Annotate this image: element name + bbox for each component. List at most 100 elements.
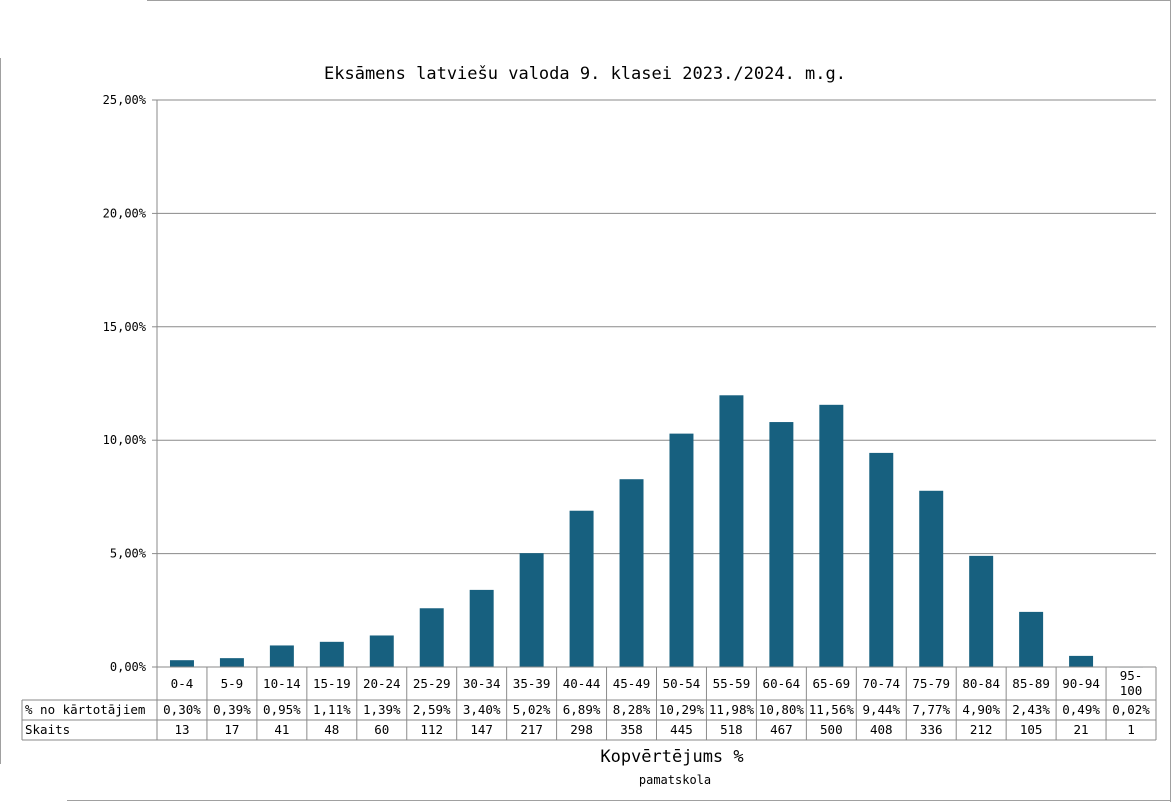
table-count-cell: 13	[174, 722, 189, 737]
bar	[969, 555, 994, 667]
table-count-cell: 1	[1127, 722, 1135, 737]
data-table: % no kārtotājiem Skaits 0-4 0,30% 13 5-9 0,39%…	[21, 666, 1157, 741]
frame-left-border	[0, 58, 1, 764]
y-tick-label: 20,00%	[103, 206, 147, 220]
x-tick-label: 65-69	[813, 676, 851, 691]
table-percent-cell: 2,43%	[1012, 702, 1050, 717]
x-tick-label: 15-19	[313, 676, 351, 691]
bar	[719, 395, 744, 667]
y-tick-label: 10,00%	[103, 433, 147, 447]
table-count-cell: 21	[1074, 722, 1089, 737]
table-percent-cell: 2,59%	[413, 702, 451, 717]
y-tick-label: 0,00%	[110, 660, 147, 674]
x-axis-label: Kopvērtējums %	[600, 747, 743, 767]
table-percent-cell: 9,44%	[862, 702, 900, 717]
bar	[919, 490, 944, 667]
table-count-cell: 445	[670, 722, 693, 737]
x-tick-label: 60-64	[763, 676, 801, 691]
x-tick-label-line: 95-	[1120, 668, 1143, 683]
frame-bottom-border	[67, 800, 1171, 801]
table-percent-cell: 6,89%	[563, 702, 601, 717]
table-percent-cell: 1,11%	[313, 702, 351, 717]
table-count-cell: 147	[470, 722, 493, 737]
bar	[219, 658, 244, 667]
table-count-cell: 60	[374, 722, 389, 737]
table-count-cell: 298	[570, 722, 593, 737]
bar	[269, 645, 294, 667]
y-tick-label: 25,00%	[103, 93, 147, 107]
table-percent-cell: 1,39%	[363, 702, 401, 717]
bar	[469, 589, 494, 667]
table-count-cell: 112	[420, 722, 443, 737]
table-count-cell: 212	[970, 722, 993, 737]
bar	[819, 404, 844, 667]
x-tick-label: 10-14	[263, 676, 301, 691]
x-tick-label: 30-34	[463, 676, 501, 691]
x-tick-label: 0-4	[171, 676, 194, 691]
table-percent-cell: 4,90%	[962, 702, 1000, 717]
bar	[419, 608, 444, 667]
table-percent-cell: 0,30%	[163, 702, 201, 717]
frame-top-border	[147, 0, 1171, 1]
bar	[1069, 655, 1094, 667]
x-tick-label: 75-79	[912, 676, 950, 691]
bar	[619, 479, 644, 667]
table-percent-cell: 11,98%	[709, 702, 755, 717]
bar	[319, 641, 344, 667]
x-tick-label: 35-39	[513, 676, 551, 691]
table-count-cell: 500	[820, 722, 843, 737]
x-tick-label: 70-74	[862, 676, 900, 691]
x-tick-label-line: 100	[1120, 683, 1143, 698]
x-tick-label: 85-89	[1012, 676, 1050, 691]
x-tick-label: 80-84	[962, 676, 1000, 691]
table-count-cell: 217	[520, 722, 543, 737]
x-tick-label: 25-29	[413, 676, 451, 691]
table-percent-cell: 10,29%	[659, 702, 705, 717]
table-count-cell: 48	[324, 722, 339, 737]
x-tick-label: 5-9	[221, 676, 244, 691]
bar	[869, 452, 894, 667]
table-row-label: % no kārtotājiem	[25, 702, 145, 717]
table-count-cell: 17	[224, 722, 239, 737]
bar	[769, 422, 794, 667]
gridlines	[152, 99, 1156, 668]
table-percent-cell: 11,56%	[809, 702, 855, 717]
table-percent-cell: 0,95%	[263, 702, 301, 717]
table-percent-cell: 0,02%	[1112, 702, 1150, 717]
x-tick-label: 50-54	[663, 676, 701, 691]
x-tick-label: 90-94	[1062, 676, 1100, 691]
table-count-cell: 467	[770, 722, 793, 737]
table-percent-cell: 8,28%	[613, 702, 651, 717]
bar	[519, 553, 544, 667]
table-percent-cell: 10,80%	[759, 702, 805, 717]
table-count-cell: 336	[920, 722, 943, 737]
x-tick-label: 40-44	[563, 676, 601, 691]
bar	[369, 635, 394, 667]
table-percent-cell: 0,39%	[213, 702, 251, 717]
table-percent-cell: 0,49%	[1062, 702, 1100, 717]
bars	[169, 395, 1144, 668]
table-row-label: Skaits	[25, 722, 70, 737]
table-count-cell: 41	[274, 722, 289, 737]
x-tick-label: 55-59	[713, 676, 751, 691]
bar	[169, 660, 194, 667]
x-tick-label: 20-24	[363, 676, 401, 691]
x-tick-label: 45-49	[613, 676, 651, 691]
table-percent-cell: 5,02%	[513, 702, 551, 717]
table-count-cell: 518	[720, 722, 743, 737]
chart-title: Eksāmens latviešu valoda 9. klasei 2023.…	[324, 64, 846, 84]
y-tick-label: 15,00%	[103, 320, 147, 334]
bar	[569, 510, 594, 667]
table-percent-cell: 3,40%	[463, 702, 501, 717]
bar	[1019, 611, 1044, 667]
y-tick-label: 5,00%	[110, 547, 147, 561]
table-count-cell: 408	[870, 722, 893, 737]
y-axis-tick-labels: 0,00% 5,00% 10,00% 15,00% 20,00% 25,00%	[103, 93, 147, 674]
table-percent-cell: 7,77%	[912, 702, 950, 717]
table-count-cell: 358	[620, 722, 643, 737]
chart-subtitle: pamatskola	[639, 773, 711, 787]
bar	[669, 433, 694, 667]
x-tick-label: 95-100	[1120, 668, 1143, 698]
table-count-cell: 105	[1020, 722, 1043, 737]
